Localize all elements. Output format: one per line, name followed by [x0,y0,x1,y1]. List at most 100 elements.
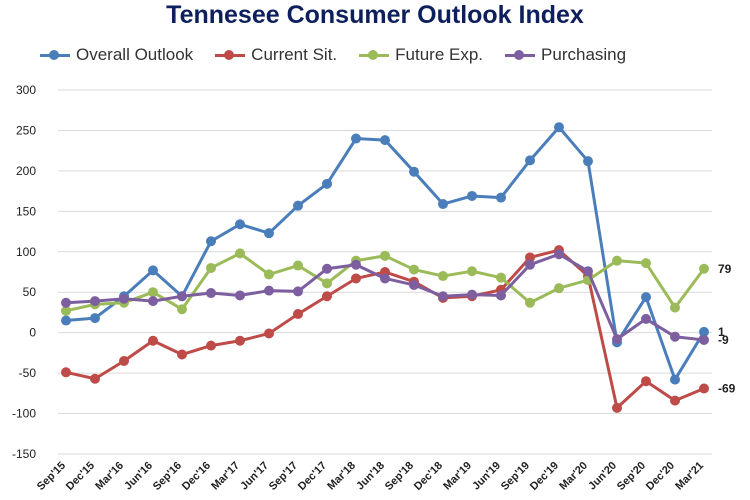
legend-label: Overall Outlook [76,45,194,64]
data-point [90,313,100,324]
data-point [264,328,274,339]
legend-swatch [215,48,246,62]
y-tick-label: 300 [16,83,36,97]
data-point [293,260,303,271]
y-tick-label: -150 [12,447,36,461]
end-value-label: -9 [718,333,729,347]
chart-title: Tennesee Consumer Outlook Index [166,1,584,29]
x-tick-label: Dec'19 [528,460,561,493]
legend-item: Future Exp. [359,45,483,65]
data-point [670,395,680,406]
data-point [525,259,535,270]
data-point [699,334,709,345]
x-tick-label: Sep'16 [151,460,184,493]
x-tick-label: Dec'18 [412,460,445,493]
legend-label: Purchasing [541,45,627,64]
data-point [264,228,274,239]
data-point [467,190,477,201]
data-point [235,248,245,259]
x-tick-label: Dec'17 [296,460,329,493]
legend-swatch [505,48,536,62]
data-point [380,250,390,261]
data-point [380,273,390,284]
y-tick-label: 150 [16,204,36,218]
data-point [322,278,332,289]
data-point [380,135,390,146]
data-point [148,265,158,276]
data-point [293,200,303,211]
data-point [554,122,564,133]
y-tick-label: 50 [23,285,37,299]
x-tick-label: Dec'15 [64,460,97,493]
chart-legend: Overall Outlook Current Sit. Future Exp. Pu… [40,42,740,68]
legend-item: Purchasing [505,45,626,65]
data-point [612,402,622,413]
data-point [641,258,651,269]
data-point [293,309,303,320]
data-point [641,376,651,387]
y-tick-label: 100 [16,245,36,259]
data-point [90,373,100,384]
data-point [641,313,651,324]
data-point [264,285,274,296]
data-point [438,199,448,210]
data-point [583,266,593,277]
x-tick-label: Mar'18 [325,460,358,493]
data-point [670,374,680,385]
data-point [525,297,535,308]
data-point [264,269,274,280]
x-tick-label: Mar'21 [673,460,706,493]
data-point [235,335,245,346]
data-point [583,156,593,167]
x-tick-label: Jun'16 [122,460,155,493]
data-point [119,293,129,304]
data-point [612,255,622,266]
data-point [409,264,419,275]
data-point [148,287,158,298]
x-tick-label: Jun'20 [586,460,619,493]
x-tick-label: Jun'18 [354,460,387,493]
data-point [206,340,216,351]
x-tick-label: Sep'18 [383,460,416,493]
legend-swatch [359,48,390,62]
data-point [670,302,680,313]
data-point [351,133,361,144]
data-point [467,266,477,277]
data-point [438,291,448,302]
data-point [148,296,158,307]
data-point [409,279,419,290]
y-tick-label: -50 [19,366,37,380]
x-tick-label: Dec'20 [644,460,677,493]
x-tick-label: Jun'17 [238,460,271,493]
legend-label: Current Sit. [251,45,338,64]
end-value-label: -69 [718,381,736,395]
legend-label: Future Exp. [395,45,484,64]
y-tick-label: 0 [29,326,36,340]
data-point [119,355,129,366]
data-point [206,288,216,299]
data-point [61,315,71,326]
data-point [351,259,361,270]
data-point [61,297,71,308]
data-point [496,272,506,283]
data-point [177,291,187,302]
data-point [177,349,187,360]
x-tick-label: Sep'20 [615,460,648,493]
x-tick-label: Mar'17 [209,460,242,493]
data-point [699,383,709,394]
data-point [235,219,245,230]
data-point [322,178,332,189]
data-point [699,263,709,274]
x-tick-label: Sep'17 [267,460,300,493]
data-point [235,290,245,301]
y-tick-label: 250 [16,123,36,137]
legend-item: Overall Outlook [40,45,193,65]
legend-swatch [40,48,70,62]
data-point [438,271,448,282]
data-point [148,335,158,346]
y-tick-label: -100 [12,407,36,421]
data-point [612,334,622,345]
y-tick-label: 200 [16,164,36,178]
